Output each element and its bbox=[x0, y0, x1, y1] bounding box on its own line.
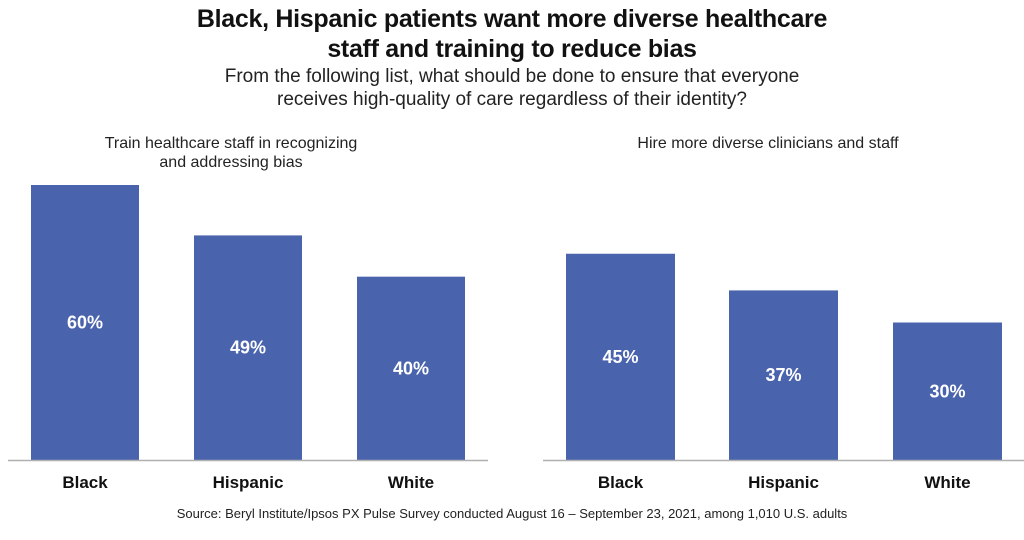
data-label: 45% bbox=[602, 347, 638, 367]
category-label: Black bbox=[62, 473, 108, 492]
chart-title: Black, Hispanic patients want more diver… bbox=[0, 4, 1024, 64]
chart-title-line-1: Black, Hispanic patients want more diver… bbox=[196, 5, 828, 33]
category-label: Hispanic bbox=[213, 473, 284, 492]
data-label: 30% bbox=[929, 381, 965, 401]
bar-white bbox=[357, 276, 465, 460]
chart-panel-1: Train healthcare staff in recognizing and… bbox=[8, 135, 488, 492]
bar-black bbox=[566, 253, 675, 460]
category-label: White bbox=[388, 473, 434, 492]
bar-hispanic bbox=[729, 290, 838, 460]
panel-title-line: and addressing bias bbox=[159, 154, 302, 171]
data-label: 40% bbox=[393, 358, 429, 378]
bar-white bbox=[893, 322, 1002, 460]
category-label: Black bbox=[598, 473, 644, 492]
panel-title-line: Hire more diverse clinicians and staff bbox=[637, 135, 899, 152]
category-label: White bbox=[924, 473, 970, 492]
panel-title-line: Train healthcare staff in recognizing bbox=[105, 135, 358, 152]
category-label: Hispanic bbox=[748, 473, 819, 492]
source-note: Source: Beryl Institute/Ipsos PX Pulse S… bbox=[176, 506, 848, 521]
data-label: 49% bbox=[230, 338, 266, 358]
chart-subtitle: From the following list, what should be … bbox=[0, 65, 1024, 111]
bar-black bbox=[31, 185, 139, 460]
chart-subtitle-line-2: receives high-quality of care regardless… bbox=[277, 89, 747, 110]
data-label: 37% bbox=[765, 365, 801, 385]
bar-hispanic bbox=[194, 235, 302, 460]
data-label: 60% bbox=[67, 313, 103, 333]
chart-panel-2: Hire more diverse clinicians and staff 45… bbox=[543, 135, 1024, 492]
chart-title-line-2: staff and training to reduce bias bbox=[327, 35, 697, 63]
chart-subtitle-line-1: From the following list, what should be … bbox=[224, 66, 800, 87]
